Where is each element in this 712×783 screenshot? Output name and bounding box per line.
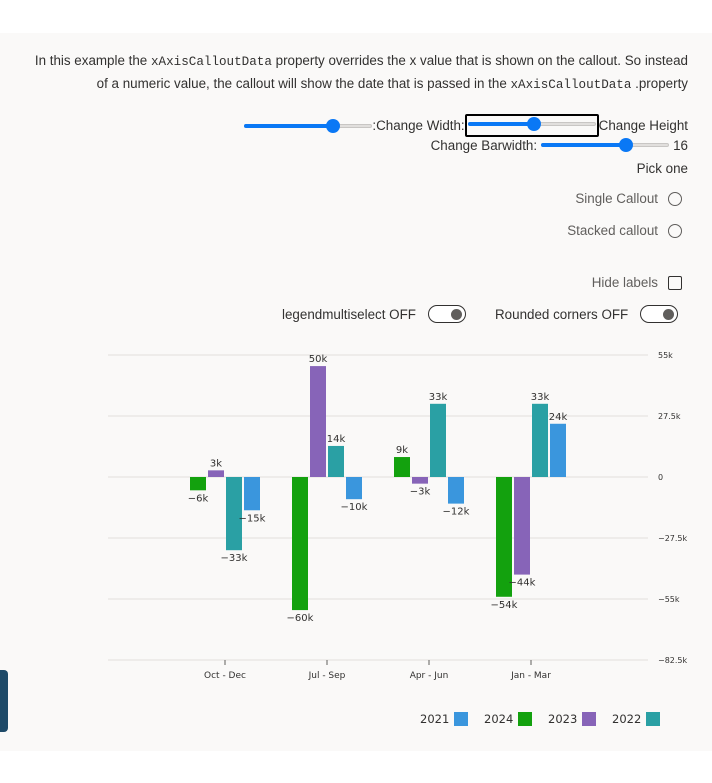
pick-one-label: Pick one [637,161,688,176]
size-controls: :Change Width: Change Height [244,114,688,137]
width-slider[interactable] [244,118,373,134]
data-label: −54k [491,600,518,611]
code-snippet: xAxisCalloutData [150,55,272,69]
data-label: 9k [396,445,408,456]
legend-swatch [454,712,468,726]
bar-2021-3 [550,423,566,477]
bar-chart: 55k 27.5k 0 −27.5k −55k −82.5k −6k −60k 9k −54k 3k… [108,351,688,726]
data-label: −3k [410,487,431,498]
legend-multiselect-label: legendmultiselect OFF [282,306,416,322]
legend-label: 2023 [548,712,577,726]
data-label: −60k [287,613,314,624]
legend-swatch [582,712,596,726]
bar-2022-2 [430,403,446,477]
y-tick-label: 0 [658,473,663,482]
bar-2023-2 [412,477,428,484]
bar-2022-1 [328,445,344,477]
single-callout-option[interactable]: Single Callout [575,191,682,206]
description-part: .property [631,76,688,91]
data-label: 24k [549,412,568,423]
x-tick-label: Jul - Sep [308,671,346,681]
bar-2023-1 [310,366,326,477]
data-label: 14k [327,434,346,445]
bar-2024-2 [394,457,410,477]
x-tick-label: Oct - Dec [204,671,246,681]
x-tick-label: Apr - Jun [410,671,449,681]
rounded-corners-label: Rounded corners OFF [495,306,629,322]
data-label: −6k [188,493,209,504]
y-tick-label: 27.5k [658,412,681,421]
description-text: In this example the xAxisCalloutData pro… [28,50,688,96]
content-panel [0,33,712,751]
y-tick-label: −82.5k [658,656,688,665]
bar-2021-1 [346,477,362,500]
stacked-callout-radio[interactable] [668,223,682,238]
hide-labels-label: Hide labels [591,275,658,290]
data-label: 33k [531,392,550,403]
height-slider-focus [464,114,599,137]
data-label: −33k [221,553,248,564]
bar-2022-0 [226,477,242,551]
legend-label: 2022 [612,712,641,726]
legend-label: 2024 [484,712,513,726]
legend-multiselect-toggle[interactable] [427,305,466,323]
rounded-corners-toggle[interactable] [640,305,679,323]
single-callout-radio[interactable] [668,191,682,206]
data-label: 3k [210,458,222,469]
description-part: property overrides the x value that is s… [96,53,688,91]
legend-multiselect-toggle-row: legendmultiselect OFF [282,305,466,323]
hide-labels-option[interactable]: Hide labels [592,275,682,290]
data-label: −12k [443,507,470,518]
bar-2023-3 [514,477,530,575]
x-tick-label: Jan - Mar [510,671,551,681]
sidebar-handle[interactable] [0,670,8,732]
data-label: −44k [509,578,536,589]
y-tick-label: −55k [658,595,680,604]
pick-one-text: Pick one [636,161,688,176]
legend-swatch [518,712,532,726]
bar-2023-0 [208,470,224,477]
data-label: 50k [309,354,328,365]
bar-2024-0 [190,477,206,491]
single-callout-label: Single Callout [575,191,658,206]
bar-2021-2 [448,477,464,504]
description-part: In this example the [34,53,151,68]
barwidth-value: 16 [673,137,688,153]
stacked-callout-label: Stacked callout [567,223,658,238]
data-label: −10k [341,502,368,513]
y-tick-label: 55k [658,351,673,360]
barwidth-slider[interactable] [541,137,670,153]
rounded-corners-toggle-row: Rounded corners OFF [495,305,679,323]
bar-2024-1 [292,477,308,611]
code-snippet: xAxisCalloutData [510,78,632,92]
y-tick-label: −27.5k [658,534,688,543]
height-slider[interactable] [467,116,596,132]
hide-labels-checkbox[interactable] [668,275,682,290]
data-label: −15k [239,513,266,524]
bar-2024-3 [496,477,512,597]
barwidth-controls: Change Barwidth: 16 [431,137,688,153]
stacked-callout-option[interactable]: Stacked callout [567,223,682,238]
data-label: 33k [429,392,448,403]
bar-2022-3 [532,403,548,477]
legend-label: 2021 [420,712,449,726]
legend-swatch [646,712,660,726]
change-width-label: :Change Width: [372,118,465,133]
bar-2021-0 [244,477,260,511]
change-height-label: Change Height [598,118,688,133]
change-barwidth-label: Change Barwidth: [430,137,538,153]
